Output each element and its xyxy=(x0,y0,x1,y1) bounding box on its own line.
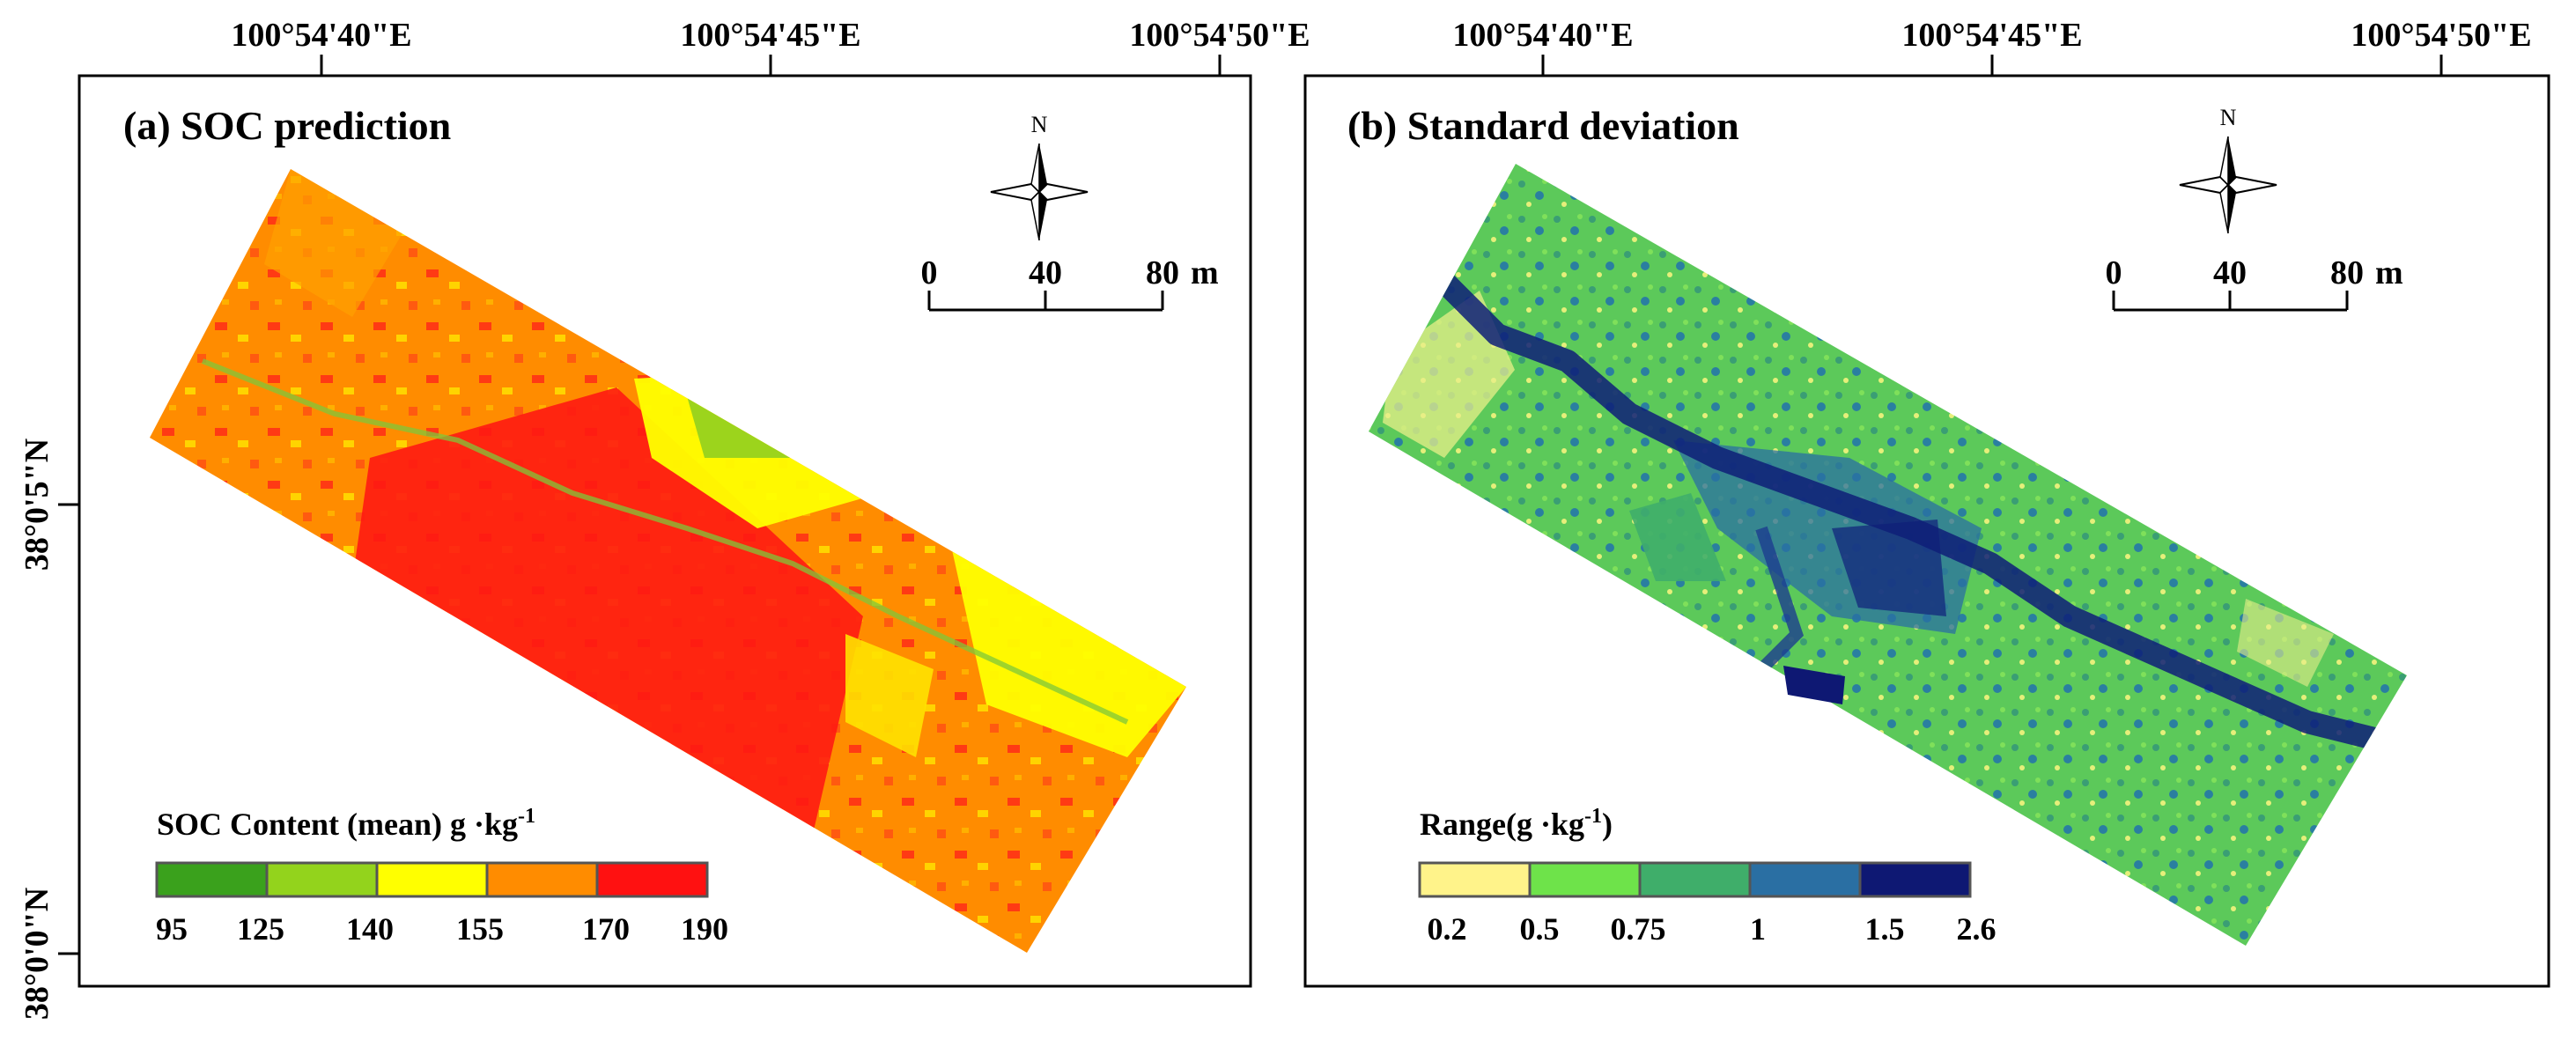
soc-low-green-zone xyxy=(687,396,793,458)
sd-map-raster xyxy=(1369,164,2407,946)
soc-east-yellow-zone xyxy=(951,546,1186,757)
legend-swatch xyxy=(1418,861,1532,898)
panel-soc-prediction: (a) SOC prediction N xyxy=(78,74,1252,988)
legend-title-text: SOC Content (mean) g ·kg xyxy=(157,807,518,842)
legend-swatches xyxy=(1418,861,1972,898)
panel-frame xyxy=(1303,74,2550,988)
legend-title: Range(g ·kg-1) xyxy=(1420,805,1613,842)
top-tick-label: 100°54'50"E xyxy=(1129,17,1310,54)
legend-swatch xyxy=(1748,861,1862,898)
legend-break-label: 0.2 xyxy=(1428,911,1467,947)
north-arrow: N xyxy=(990,112,1089,241)
panel-title: (a) SOC prediction xyxy=(123,103,451,148)
sd-stream-channel xyxy=(1436,273,2381,751)
legend-swatch xyxy=(155,861,269,898)
legend-break-label: 1.5 xyxy=(1865,911,1905,947)
top-tick-label: 100°54'50"E xyxy=(2351,17,2531,54)
legend-swatch xyxy=(1858,861,1972,898)
legend-break-label: 0.75 xyxy=(1611,911,1666,947)
legend-title: SOC Content (mean) g ·kg-1 xyxy=(157,805,535,842)
legend-break-label: 140 xyxy=(346,911,394,947)
sd-east-yellow-patch xyxy=(2237,599,2334,687)
scale-label: 80 xyxy=(2330,254,2364,291)
soc-legend: SOC Content (mean) g ·kg-1 95 125 140 15… xyxy=(155,805,728,947)
legend-break-label: 190 xyxy=(681,911,728,947)
scale-label: 40 xyxy=(2213,254,2247,291)
soc-nw-orange xyxy=(264,169,405,317)
legend-break-label: 1 xyxy=(1750,911,1766,947)
legend-swatch xyxy=(595,861,709,898)
sd-dark-patch xyxy=(1783,666,1845,704)
scale-bar: 0 40 80 m xyxy=(921,254,1219,312)
scale-label: 0 xyxy=(2106,254,2122,291)
legend-break-label: 125 xyxy=(237,911,284,947)
sd-stream-branch xyxy=(1755,526,1805,674)
soc-stream-line xyxy=(201,358,1129,725)
legend-swatch xyxy=(485,861,599,898)
panel-frame xyxy=(78,74,1252,988)
top-tick-label: 100°54'45"E xyxy=(1901,17,2082,54)
scale-label: 40 xyxy=(1029,254,1062,291)
scale-unit: m xyxy=(1191,254,1219,291)
legend-break-label: 155 xyxy=(456,911,504,947)
north-label: N xyxy=(2220,105,2237,130)
scale-unit: m xyxy=(2375,254,2403,291)
legend-swatch xyxy=(375,861,489,898)
legend-break-label: 170 xyxy=(582,911,630,947)
top-tick-label: 100°54'40"E xyxy=(231,17,411,54)
left-tick-label: 38°0'0"N xyxy=(18,888,55,1020)
legend-title-text: Range(g ·kg xyxy=(1420,807,1584,842)
legend-swatch xyxy=(1638,861,1752,898)
soc-yellow-strip xyxy=(845,634,934,757)
scale-label: 80 xyxy=(1146,254,1179,291)
north-label: N xyxy=(1031,112,1048,137)
legend-break-label: 0.5 xyxy=(1520,911,1560,947)
left-axis: 38°0'5"N 38°0'0"N xyxy=(18,439,79,1020)
legend-swatches xyxy=(155,861,709,898)
sd-west-teal-zone xyxy=(1629,493,1726,581)
legend-break-label: 2.6 xyxy=(1957,911,1997,947)
left-tick-label: 38°0'5"N xyxy=(18,439,55,571)
legend-title-close: ) xyxy=(1602,807,1613,842)
top-tick-label: 100°54'40"E xyxy=(1452,17,1633,54)
sd-legend: Range(g ·kg-1) 0.2 0.5 0.75 1 1.5 2.6 xyxy=(1418,805,1997,947)
legend-title-superscript: -1 xyxy=(1584,805,1602,828)
top-tick-label: 100°54'45"E xyxy=(680,17,860,54)
scale-bar: 0 40 80 m xyxy=(2106,254,2403,312)
legend-swatch xyxy=(1528,861,1642,898)
panel-title: (b) Standard deviation xyxy=(1347,103,1739,148)
legend-break-label: 95 xyxy=(156,911,188,947)
legend-title-superscript: -1 xyxy=(518,805,535,828)
north-arrow: N xyxy=(2179,105,2277,234)
panel-standard-deviation: (b) Standard deviation N xyxy=(1303,74,2550,988)
scale-label: 0 xyxy=(921,254,938,291)
legend-swatch xyxy=(265,861,379,898)
top-axis: 100°54'40"E 100°54'45"E 100°54'50"E 100°… xyxy=(231,17,2532,76)
